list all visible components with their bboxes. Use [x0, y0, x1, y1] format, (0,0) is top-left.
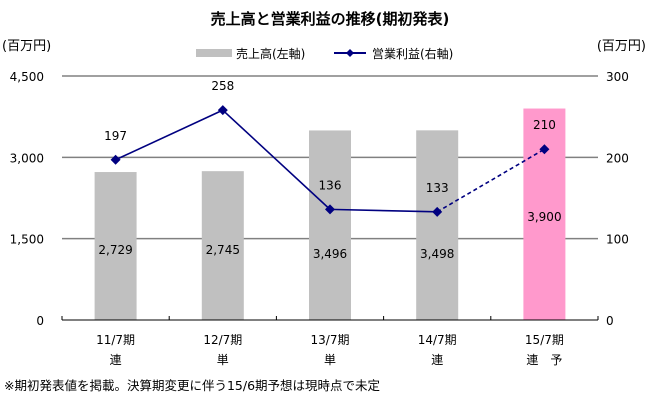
legend-swatch-sales [196, 49, 232, 57]
bar-data-label: 2,729 [98, 243, 132, 257]
profit-data-label: 258 [211, 79, 234, 93]
bar-sales [94, 172, 137, 320]
right-tick-label: 300 [606, 70, 629, 84]
legend-swatch-profit-marker [346, 49, 354, 57]
x-tick-label: 12/7期 [203, 333, 242, 347]
profit-data-label: 210 [533, 118, 556, 132]
x-tick-sublabel: 単 [324, 353, 336, 367]
x-tick-sublabel: 連 [431, 353, 443, 367]
bar-sales [523, 108, 566, 321]
right-axis-unit: (百万円) [597, 39, 646, 54]
profit-marker [325, 204, 335, 215]
legend-label-sales: 売上高(左軸) [236, 46, 305, 61]
bar-data-label: 3,498 [420, 247, 454, 261]
legend-label-profit: 営業利益(右軸) [372, 46, 453, 61]
chart-title: 売上高と営業利益の推移(期初発表) [211, 10, 450, 28]
bar-sales [201, 171, 244, 320]
x-tick-label: 15/7期 [525, 333, 564, 347]
profit-marker [539, 144, 550, 155]
x-tick-sublabel: 連 予 [526, 353, 562, 367]
bar-sales [309, 130, 351, 320]
left-axis-unit: (百万円) [2, 39, 51, 54]
bar-data-label: 3,496 [313, 247, 347, 261]
x-tick-label: 11/7期 [96, 333, 135, 347]
bar-data-label: 3,900 [527, 210, 561, 224]
profit-data-label: 136 [319, 178, 342, 192]
profit-line-segment [222, 109, 331, 210]
left-tick-label: 1,500 [10, 233, 44, 247]
bar-sales [416, 130, 459, 320]
right-tick-label: 200 [606, 151, 629, 165]
right-tick-label: 100 [606, 233, 629, 247]
profit-data-label: 197 [104, 129, 127, 143]
x-tick-label: 13/7期 [311, 333, 350, 347]
profit-marker [217, 105, 228, 116]
profit-line-segment [115, 109, 224, 161]
right-tick-label: 0 [606, 314, 614, 328]
profit-marker [110, 154, 121, 165]
left-tick-label: 4,500 [10, 70, 44, 84]
footnote: ※期初発表値を掲載。決算期変更に伴う15/6期予想は現時点で未定 [4, 378, 380, 393]
left-tick-label: 3,000 [10, 151, 44, 165]
profit-data-label: 133 [426, 181, 449, 195]
profit-line-segment [329, 208, 438, 213]
bar-data-label: 2,745 [206, 243, 240, 257]
x-tick-label: 14/7期 [418, 333, 457, 347]
x-tick-sublabel: 連 [110, 353, 122, 367]
legend: 売上高(左軸) 営業利益(右軸) [196, 46, 453, 61]
x-tick-sublabel: 単 [217, 353, 229, 367]
left-tick-label: 0 [36, 314, 44, 328]
profit-marker [432, 206, 443, 217]
